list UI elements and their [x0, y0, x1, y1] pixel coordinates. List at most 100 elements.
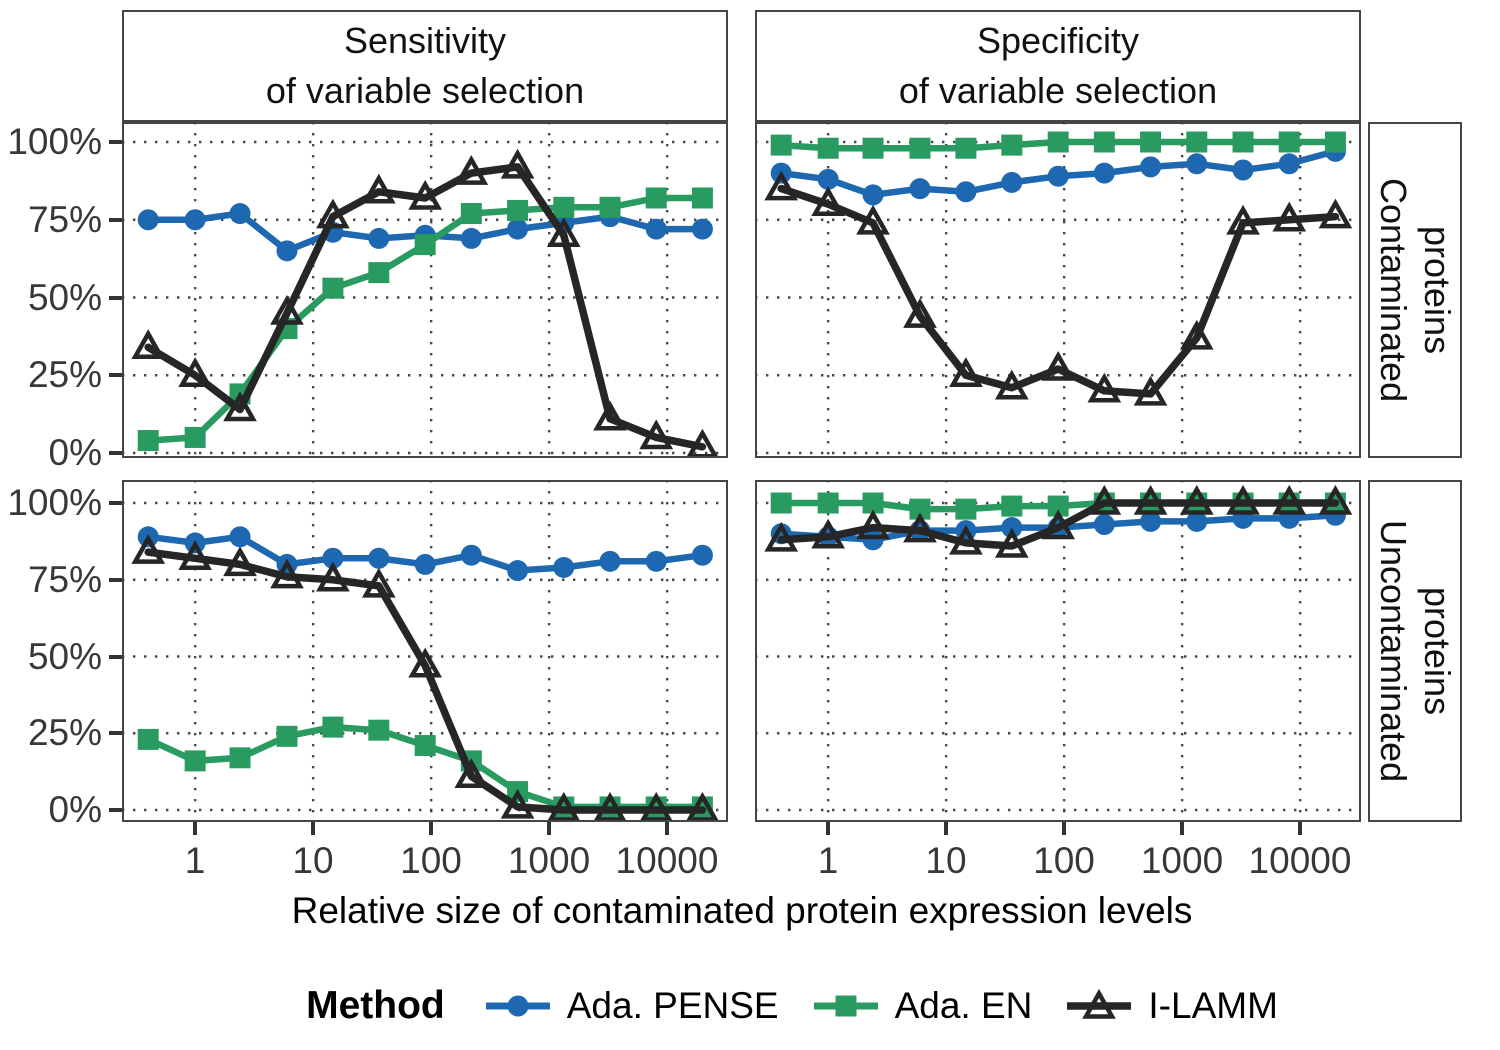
facet-strip-col-label: Specificity: [976, 20, 1140, 61]
legend-title: Method: [306, 984, 445, 1027]
legend-key-canvas: [813, 995, 878, 1017]
facet-strip-col-sensitivity: Sensitivity of variable selection: [122, 10, 728, 122]
facet-strip-col-label: Sensitivity: [343, 20, 507, 61]
marker-i-lamm: [270, 294, 304, 325]
marker-ada-en: [414, 234, 436, 256]
y-axis-tick-mark: [109, 578, 122, 582]
marker-ada-en: [1278, 131, 1300, 153]
marker-ada-en: [770, 134, 792, 156]
series-line-i-lamm: [777, 184, 1340, 398]
marker-i-lamm: [1041, 350, 1076, 381]
marker-ada-pense: [1186, 510, 1208, 532]
facet-strip-col-specificity: Specificity of variable selection: [755, 10, 1361, 122]
marker-i-lamm: [361, 173, 396, 204]
marker-ada-en: [414, 735, 436, 757]
marker-ada-en: [322, 277, 344, 299]
x-axis-tick-mark: [826, 822, 830, 835]
series-line-i-lamm: [777, 499, 1340, 550]
legend-label: Ada. EN: [894, 985, 1033, 1026]
y-axis-tick-label: 75%: [27, 559, 102, 600]
marker-ada-en: [1047, 495, 1069, 517]
marker-i-lamm: [1226, 204, 1260, 235]
marker-ada-en: [184, 750, 206, 772]
x-axis-tick-mark: [1180, 822, 1184, 835]
marker-i-lamm: [686, 428, 718, 456]
marker-ada-pense: [909, 178, 931, 200]
marker-i-lamm: [547, 791, 580, 820]
marker-ada-en: [1093, 131, 1115, 153]
marker-ada-en: [460, 203, 482, 225]
marker-i-lamm: [949, 357, 983, 387]
marker-i-lamm: [316, 198, 350, 229]
y-axis-tick-mark: [109, 218, 122, 222]
x-axis-tick-mark: [1062, 822, 1066, 835]
facet-strip-row-line: Contaminated: [1373, 177, 1414, 403]
legend-key-marker: [1082, 988, 1117, 1019]
x-axis-tick-label: 100: [1033, 840, 1095, 881]
marker-ada-pense: [645, 550, 667, 572]
marker-i-lamm: [1318, 198, 1353, 229]
x-axis-title: Relative size of contaminated protein ex…: [291, 890, 1193, 931]
y-axis-tick-label: 100%: [7, 482, 102, 523]
x-axis-tick-label: 1: [817, 840, 839, 881]
marker-ada-en: [1232, 131, 1254, 153]
x-axis-tick-mark: [311, 822, 315, 835]
facet-strip-col-label: of variable selection: [265, 70, 585, 111]
marker-i-lamm: [223, 546, 257, 577]
marker-ada-pense: [817, 168, 839, 190]
marker-ada-en: [599, 196, 621, 218]
marker-i-lamm: [1272, 484, 1307, 515]
marker-ada-en: [1001, 134, 1023, 156]
marker-i-lamm: [593, 400, 627, 431]
marker-ada-en: [229, 747, 251, 769]
panel-specificity-uncontaminated: [755, 480, 1361, 822]
marker-ada-en: [553, 196, 575, 218]
series-line-i-lamm: [144, 548, 707, 814]
marker-i-lamm: [994, 527, 1029, 558]
marker-ada-en: [817, 492, 839, 514]
legend-entry-ada-en: Ada. EN: [813, 984, 1033, 1028]
marker-ada-pense: [1140, 156, 1162, 178]
marker-ada-en: [1324, 131, 1346, 153]
y-axis-tick-mark: [109, 296, 122, 300]
marker-i-lamm: [856, 509, 890, 540]
facet-strip-row-contaminated: Contaminated proteins: [1368, 122, 1462, 458]
marker-i-lamm: [1318, 484, 1353, 515]
marker-i-lamm: [994, 369, 1029, 400]
marker-ada-en: [137, 728, 159, 750]
marker-i-lamm: [131, 534, 166, 564]
marker-ada-pense: [553, 556, 575, 578]
marker-ada-pense: [862, 529, 884, 551]
marker-ada-pense: [1186, 153, 1208, 175]
marker-ada-pense: [184, 209, 206, 231]
marker-ada-en: [1001, 495, 1023, 517]
panel-canvas: [124, 482, 726, 820]
marker-i-lamm: [1087, 372, 1122, 403]
legend-entry-ada-pense: Ada. PENSE: [485, 984, 779, 1028]
marker-ada-pense: [507, 218, 529, 240]
marker-ada-en: [1140, 131, 1162, 153]
marker-ada-en: [507, 199, 529, 221]
marker-ada-pense: [691, 218, 713, 240]
marker-ada-en: [1047, 131, 1069, 153]
y-axis-tick-label: 0%: [48, 432, 102, 473]
marker-ada-pense: [322, 547, 344, 569]
marker-i-lamm: [686, 791, 719, 820]
legend: Method Ada. PENSE Ada. EN I-LAMM: [122, 966, 1462, 1046]
series-line-i-lamm: [144, 163, 707, 451]
marker-i-lamm: [131, 329, 166, 360]
y-axis-tick-mark: [109, 501, 122, 505]
marker-i-lamm: [903, 298, 937, 328]
facet-strip-col-label: of variable selection: [898, 70, 1218, 111]
marker-i-lamm: [594, 791, 626, 820]
panel-sensitivity-uncontaminated: [122, 480, 728, 822]
facet-strip-row-label: Uncontaminated proteins: [1371, 520, 1459, 782]
marker-ada-pense: [1093, 513, 1115, 535]
y-axis-tick-label: 100%: [7, 121, 102, 162]
marker-ada-pense: [507, 560, 529, 582]
ada-en-line-square-icon: [813, 984, 879, 1028]
legend-key-marker: [507, 995, 529, 1017]
y-axis-tick-label: 25%: [27, 712, 102, 753]
marker-ada-pense: [137, 209, 159, 231]
x-axis-tick-mark: [193, 822, 197, 835]
